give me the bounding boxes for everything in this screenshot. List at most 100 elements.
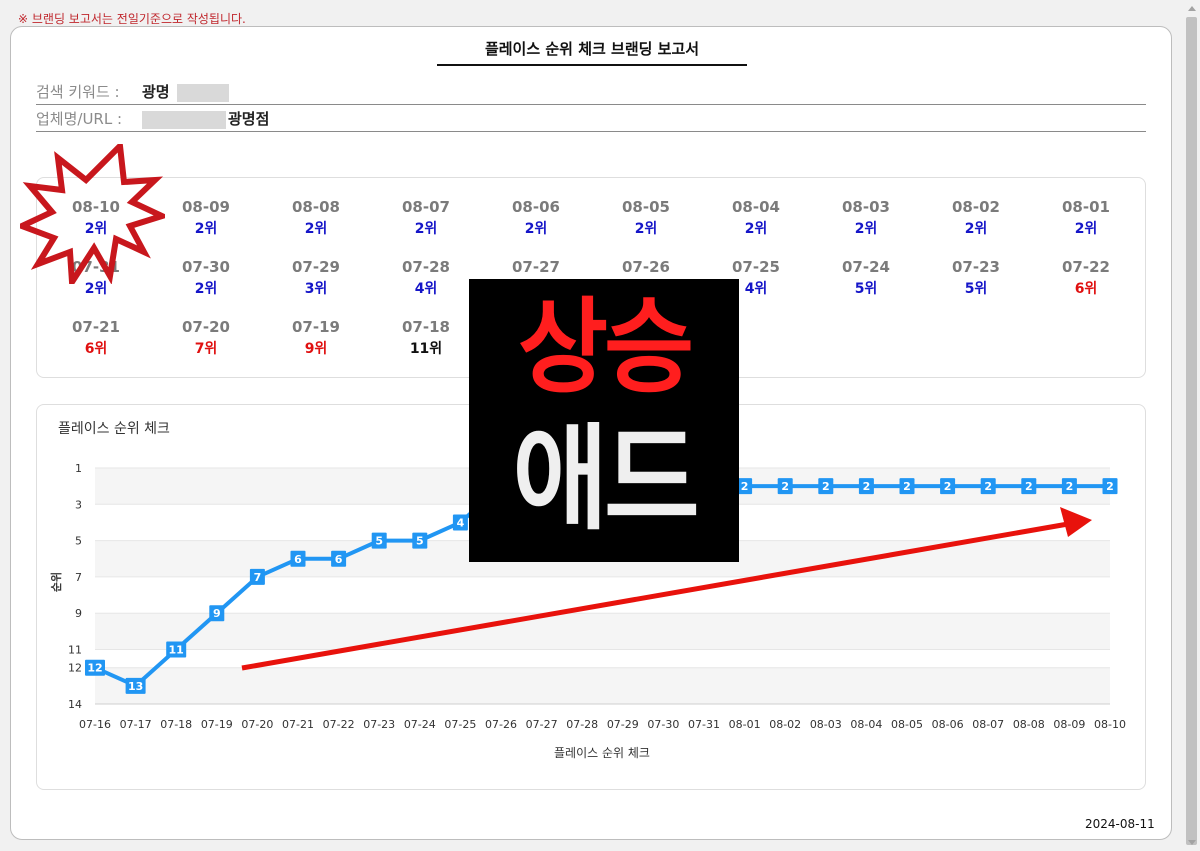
data-point-marker bbox=[737, 478, 753, 495]
data-point-label: 2 bbox=[903, 480, 911, 493]
x-tick-label: 07-16 bbox=[79, 718, 111, 731]
data-point-label: 2 bbox=[1106, 480, 1114, 493]
data-point-marker bbox=[249, 568, 265, 585]
x-tick-label: 07-19 bbox=[201, 718, 233, 731]
rank-value: 7위 bbox=[194, 341, 218, 357]
rank-value: 4위 bbox=[744, 281, 768, 297]
data-point-marker bbox=[125, 677, 146, 694]
rank-value: 2위 bbox=[414, 221, 438, 237]
y-tick-label: 3 bbox=[75, 498, 82, 511]
keyword-label: 검색 키워드 : bbox=[36, 83, 120, 101]
rank-cell: 07-30 2위 bbox=[151, 258, 261, 298]
rank-cell: 07-25 4위 bbox=[701, 258, 811, 298]
data-point-label: 2 bbox=[781, 480, 789, 493]
data-point-label: 2 bbox=[863, 480, 871, 493]
redaction-mask bbox=[177, 84, 229, 102]
data-point-marker bbox=[290, 550, 306, 567]
data-point-marker bbox=[1102, 478, 1118, 495]
scroll-down-arrow-icon[interactable] bbox=[1188, 840, 1196, 845]
x-tick-label: 07-27 bbox=[526, 718, 558, 731]
scroll-thumb[interactable] bbox=[1186, 17, 1197, 845]
data-point-label: 2 bbox=[1025, 480, 1033, 493]
rank-date: 07-20 bbox=[182, 318, 230, 336]
x-tick-label: 07-29 bbox=[607, 718, 639, 731]
rank-cell: 08-10 2위 bbox=[41, 198, 151, 238]
rank-date: 08-03 bbox=[842, 198, 890, 216]
rank-date: 07-19 bbox=[292, 318, 340, 336]
rank-cell: 07-23 5위 bbox=[921, 258, 1031, 298]
rank-cell: 07-19 9위 bbox=[261, 318, 371, 358]
data-point-label: 4 bbox=[457, 516, 465, 529]
data-point-label: 2 bbox=[1066, 480, 1074, 493]
rank-date: 07-26 bbox=[622, 258, 670, 276]
x-tick-label: 07-18 bbox=[160, 718, 192, 731]
x-tick-label: 07-17 bbox=[120, 718, 152, 731]
rank-date: 08-04 bbox=[732, 198, 780, 216]
rank-cell: 08-06 2위 bbox=[481, 198, 591, 238]
rank-date: 08-09 bbox=[182, 198, 230, 216]
rank-cell: 07-26 bbox=[591, 258, 701, 280]
y-tick-label: 14 bbox=[68, 698, 82, 711]
data-point-marker bbox=[858, 478, 874, 495]
keyword-value: 광명 bbox=[142, 83, 170, 101]
x-tick-label: 08-10 bbox=[1094, 718, 1126, 731]
grid-band bbox=[95, 667, 1110, 704]
data-point-label: 2 bbox=[984, 480, 992, 493]
rank-value: 2위 bbox=[1074, 221, 1098, 237]
rank-cell: 07-20 7위 bbox=[151, 318, 261, 358]
data-point-marker bbox=[1061, 478, 1077, 495]
rank-cell: 08-05 2위 bbox=[591, 198, 701, 238]
x-tick-label: 07-26 bbox=[485, 718, 517, 731]
rank-cell: 07-24 5위 bbox=[811, 258, 921, 298]
rank-date: 07-24 bbox=[842, 258, 890, 276]
report-date: 2024-08-11 bbox=[1085, 817, 1155, 831]
rank-value: 4위 bbox=[414, 281, 438, 297]
data-point-marker bbox=[980, 478, 996, 495]
data-point-marker bbox=[777, 478, 793, 495]
rank-cell: 08-03 2위 bbox=[811, 198, 921, 238]
rank-date: 07-22 bbox=[1062, 258, 1110, 276]
rank-cell: 08-07 2위 bbox=[371, 198, 481, 238]
redaction-mask bbox=[142, 111, 226, 129]
data-point-marker bbox=[166, 641, 187, 658]
rank-cell: 07-29 3위 bbox=[261, 258, 371, 298]
rank-value: 2위 bbox=[84, 221, 108, 237]
business-row: 업체명/URL : 광명점 bbox=[36, 105, 1146, 132]
rank-cell: 08-09 2위 bbox=[151, 198, 261, 238]
data-point-label: 5 bbox=[416, 535, 424, 548]
brand-logo: 상승 애드 bbox=[469, 279, 739, 562]
rank-date: 07-21 bbox=[72, 318, 120, 336]
scrollbar[interactable] bbox=[1184, 0, 1200, 851]
scroll-up-arrow-icon[interactable] bbox=[1188, 6, 1196, 11]
x-tick-label: 08-03 bbox=[810, 718, 842, 731]
data-point-label: 9 bbox=[213, 607, 221, 620]
x-tick-label: 08-08 bbox=[1013, 718, 1045, 731]
rank-cell: 08-02 2위 bbox=[921, 198, 1031, 238]
rank-date: 08-01 bbox=[1062, 198, 1110, 216]
data-point-marker bbox=[452, 514, 468, 531]
rank-cell: 08-01 2위 bbox=[1031, 198, 1141, 238]
rank-value: 9위 bbox=[304, 341, 328, 357]
y-tick-label: 9 bbox=[75, 607, 82, 620]
brand-line-1: 상승 bbox=[517, 288, 694, 408]
rank-value: 6위 bbox=[1074, 281, 1098, 297]
rank-value: 5위 bbox=[964, 281, 988, 297]
rank-cell: 07-22 6위 bbox=[1031, 258, 1141, 298]
rank-value: 6위 bbox=[84, 341, 108, 357]
rank-value: 2위 bbox=[634, 221, 658, 237]
rank-date: 07-27 bbox=[512, 258, 560, 276]
rank-cell: 07-28 4위 bbox=[371, 258, 481, 298]
data-point-label: 2 bbox=[822, 480, 830, 493]
data-point-marker bbox=[209, 605, 225, 622]
x-tick-label: 08-06 bbox=[932, 718, 964, 731]
y-tick-label: 1 bbox=[75, 462, 82, 475]
rank-value: 11위 bbox=[409, 341, 443, 357]
rank-date: 08-10 bbox=[72, 198, 120, 216]
data-point-label: 7 bbox=[254, 571, 262, 584]
business-label: 업체명/URL : bbox=[36, 110, 123, 128]
data-point-marker bbox=[331, 550, 347, 567]
rank-value: 2위 bbox=[964, 221, 988, 237]
rank-date: 08-06 bbox=[512, 198, 560, 216]
x-tick-label: 07-24 bbox=[404, 718, 436, 731]
rank-cell: 07-21 6위 bbox=[41, 318, 151, 358]
